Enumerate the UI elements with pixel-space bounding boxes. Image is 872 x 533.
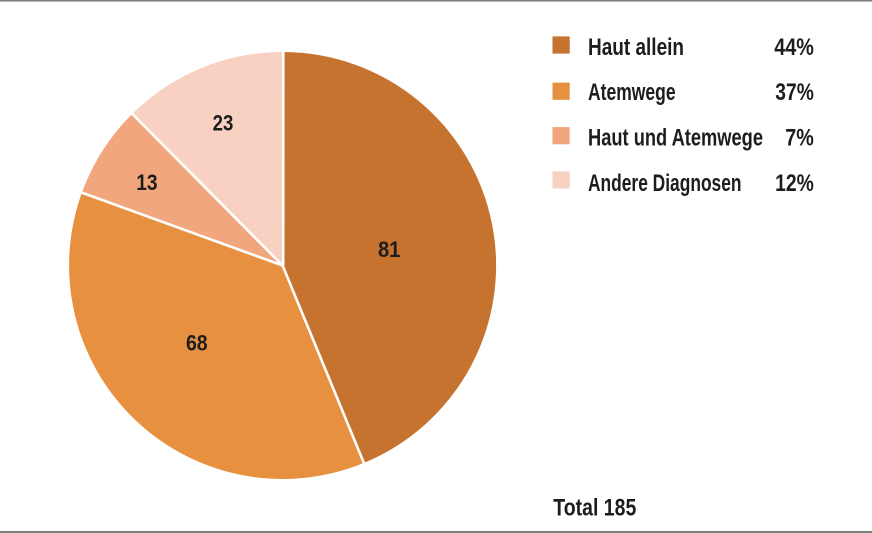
- svg-text:13: 13: [136, 170, 157, 195]
- svg-text:81: 81: [378, 237, 401, 262]
- svg-text:Atemwege: Atemwege: [588, 79, 676, 106]
- svg-text:44%: 44%: [774, 34, 814, 61]
- svg-text:68: 68: [186, 331, 208, 356]
- svg-text:Haut und Atemwege: Haut und Atemwege: [588, 125, 763, 152]
- svg-text:37%: 37%: [775, 79, 814, 106]
- svg-text:7%: 7%: [785, 125, 814, 152]
- svg-text:Haut allein: Haut allein: [588, 34, 684, 61]
- svg-text:Andere Diagnosen: Andere Diagnosen: [588, 170, 742, 197]
- svg-text:23: 23: [213, 110, 234, 135]
- svg-text:12%: 12%: [775, 170, 814, 197]
- svg-text:Total 185: Total 185: [553, 495, 636, 522]
